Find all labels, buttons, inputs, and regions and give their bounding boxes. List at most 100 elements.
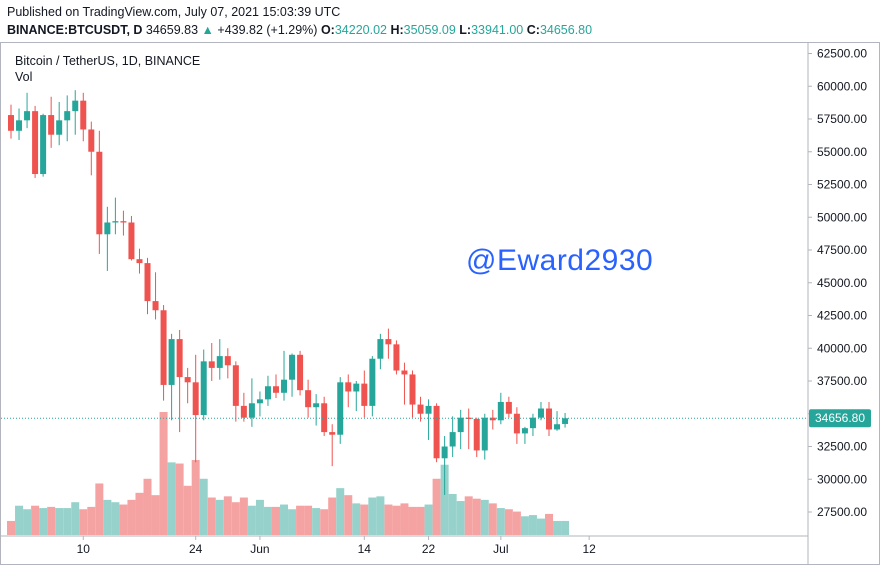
candle-body: [128, 222, 135, 260]
candle-body: [457, 417, 464, 433]
volume-bar: [528, 515, 537, 535]
volume-bar: [135, 492, 144, 535]
candle-body: [554, 424, 561, 430]
y-tick-label: 32500.00: [817, 440, 867, 454]
volume-bar: [79, 509, 88, 535]
volume-bar: [432, 478, 441, 535]
volume-bar: [408, 506, 417, 535]
candle-body: [200, 361, 207, 416]
volume-bar: [87, 506, 96, 535]
y-tick-label: 52500.00: [817, 178, 867, 192]
candle-body: [289, 354, 296, 380]
y-tick-label: 55000.00: [817, 145, 867, 159]
volume-bar: [63, 508, 72, 535]
volume-bar: [263, 506, 272, 535]
volume-bar: [7, 520, 15, 535]
candle-body: [152, 301, 159, 311]
volume-bar: [39, 508, 48, 535]
volume-bar: [159, 412, 168, 535]
high-value: 35059.09: [403, 23, 456, 37]
volume-bar: [111, 502, 120, 535]
candle-body: [361, 383, 368, 406]
candle-body: [441, 446, 448, 459]
volume-bar: [440, 464, 449, 535]
candle-body: [337, 382, 344, 435]
volume-bar: [15, 505, 24, 535]
volume-bar: [536, 518, 545, 535]
volume-bar: [424, 504, 433, 535]
volume-bar: [119, 504, 128, 535]
candle-body: [473, 418, 480, 451]
candle-body: [96, 151, 103, 235]
y-tick-label: 37500.00: [817, 374, 867, 388]
candle-body: [546, 408, 553, 430]
volume-bar: [384, 504, 393, 535]
volume-bar: [504, 509, 513, 535]
candle-body: [176, 339, 183, 378]
volume-bar: [151, 495, 160, 535]
volume-bar: [488, 503, 497, 535]
volume-bar: [280, 504, 289, 535]
volume-bar: [520, 516, 529, 535]
volume-bar: [183, 485, 192, 535]
volume-bar: [55, 508, 64, 535]
candle-body: [184, 377, 191, 383]
last-price: 34659.83: [145, 23, 199, 37]
volume-bar: [320, 509, 329, 535]
candle-body: [192, 382, 199, 416]
candle-body: [64, 111, 71, 121]
candle-body: [433, 405, 440, 459]
ohlc-line: BINANCE:BTCUSDT, D 34659.83 ▲ +439.82 (+…: [7, 23, 592, 37]
low-value: 33941.00: [471, 23, 524, 37]
volume-bar: [336, 488, 345, 535]
series-title: Bitcoin / TetherUS, 1D, BINANCE: [15, 54, 201, 68]
candle-body: [321, 403, 328, 433]
volume-bar: [480, 499, 489, 535]
last-price-tag: [809, 409, 871, 428]
volume-bar: [376, 496, 385, 535]
candle-body: [72, 100, 79, 112]
candle-body: [248, 403, 255, 418]
candle-body: [232, 365, 239, 406]
x-tick-label: 10: [77, 542, 91, 556]
volume-bar: [392, 505, 401, 535]
candle-body: [281, 379, 288, 393]
volume-legend: Vol: [15, 70, 33, 84]
volume-bar: [328, 497, 337, 535]
volume-bar: [175, 463, 184, 535]
volume-bar: [31, 505, 40, 535]
y-tick-label: 45000.00: [817, 276, 867, 290]
candle-body: [224, 356, 231, 366]
candle-body: [272, 386, 279, 393]
volume-bar: [239, 497, 248, 535]
candle-body: [449, 432, 456, 447]
volume-bar: [199, 478, 208, 535]
y-tick-label: 57500.00: [817, 112, 867, 126]
volume-bar: [561, 520, 570, 535]
y-tick-label: 50000.00: [817, 210, 867, 224]
candle-body: [393, 344, 400, 371]
volume-bar: [207, 497, 216, 535]
candle-body: [369, 358, 376, 406]
change-arrow-icon: ▲: [201, 23, 214, 37]
candle-body: [497, 401, 504, 421]
volume-bar: [344, 495, 353, 535]
candle-body: [256, 399, 263, 404]
x-tick-label: 24: [189, 542, 203, 556]
candle-body: [425, 405, 432, 414]
volume-bar: [472, 498, 481, 535]
x-tick-label: Jul: [493, 542, 508, 556]
volume-bar: [400, 503, 409, 535]
y-tick-label: 42500.00: [817, 309, 867, 323]
candle-body: [529, 417, 536, 429]
volume-bar: [545, 513, 554, 535]
volume-bar: [464, 496, 473, 535]
candle-body: [48, 115, 55, 135]
volume-bar: [127, 499, 136, 535]
volume-bar: [304, 505, 313, 535]
candle-body: [104, 222, 111, 235]
x-tick-label: Jun: [250, 542, 269, 556]
volume-bar: [360, 504, 369, 535]
volume-bar: [352, 503, 361, 535]
